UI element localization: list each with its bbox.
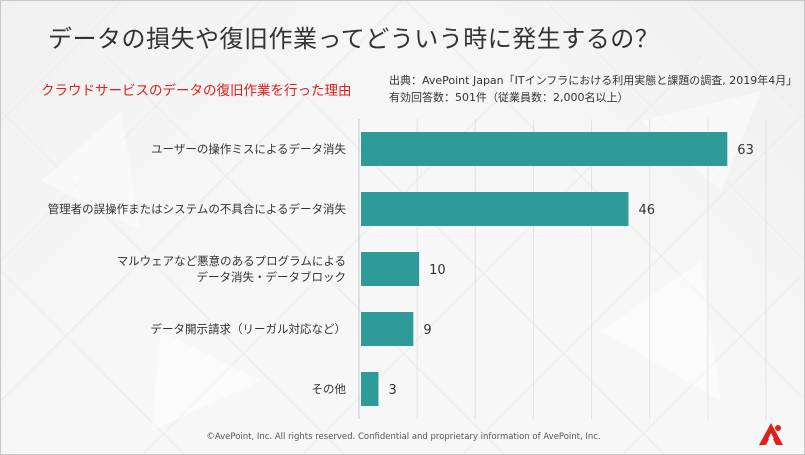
category-label-line: マルウェアなど悪意のあるプログラムによる xyxy=(116,254,346,268)
respondent-count: 有効回答数：501件（従業員数：2,000名以上） xyxy=(389,91,629,104)
bar xyxy=(361,252,420,286)
bar xyxy=(361,312,414,346)
category-label-line: データ開示請求（リーガル対応など） xyxy=(150,322,347,336)
page-title: データの損失や復旧作業ってどういう時に発生するの？ xyxy=(48,25,660,53)
category-label: マルウェアなど悪意のあるプログラムによるデータ消失・データブロック xyxy=(117,253,346,285)
data-label: 9 xyxy=(423,323,431,338)
category-label-line: ユーザーの操作ミスによるデータ消失 xyxy=(151,142,346,156)
bar xyxy=(361,132,728,166)
category-label-line: 管理者の誤操作またはシステムの不具合によるデータ消失 xyxy=(47,202,346,216)
source-citation: 出典：AvePoint Japan「ITインフラにおける利用実態と課題の調査, … xyxy=(389,74,798,87)
category-label: その他 xyxy=(312,381,347,397)
bar xyxy=(361,192,629,226)
data-label: 63 xyxy=(737,143,754,158)
chart-subtitle: クラウドサービスのデータの復旧作業を行った理由 xyxy=(41,83,352,99)
category-label: 管理者の誤操作またはシステムの不具合によるデータ消失 xyxy=(48,201,346,217)
category-label: ユーザーの操作ミスによるデータ消失 xyxy=(151,141,346,157)
avepoint-logo-icon xyxy=(759,423,783,445)
bar xyxy=(361,372,379,406)
data-label: 3 xyxy=(388,383,396,398)
source-note: 出典：AvePoint Japan「ITインフラにおける利用実態と課題の調査, … xyxy=(389,72,797,106)
footer-copyright: ©AvePoint, Inc. All rights reserved. Con… xyxy=(206,432,601,442)
category-label-line: その他 xyxy=(311,382,347,396)
category-label: データ開示請求（リーガル対応など） xyxy=(151,321,347,337)
data-label: 10 xyxy=(429,263,446,278)
category-label-line: データ消失・データブロック xyxy=(196,270,347,284)
data-label: 46 xyxy=(638,203,655,218)
